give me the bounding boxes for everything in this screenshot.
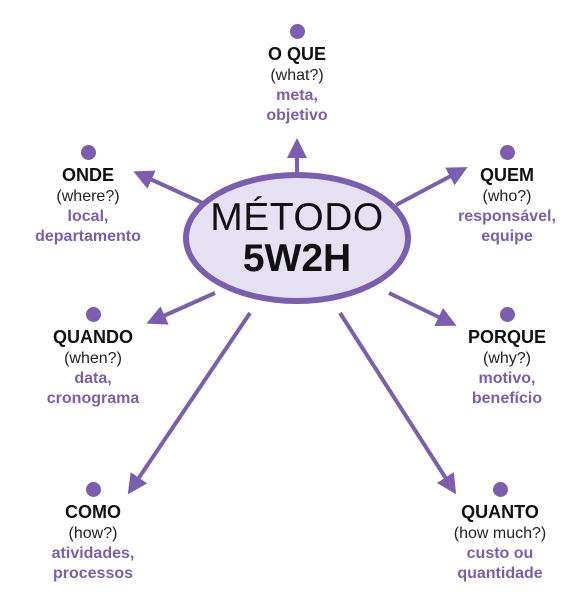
arrow-to-onde [133,170,208,207]
node-english-hint: (how much?) [453,525,547,542]
node-onde: ONDE (where?) local, departamento [13,145,163,247]
node-description-line2: objetivo [266,107,328,124]
bullet-dot-icon [289,24,305,39]
bullet-dot-icon [80,145,96,160]
bullet-dot-icon [499,145,515,160]
node-quando: QUANDO (when?) data, cronograma [18,307,168,409]
node-description-line1: data, [74,370,112,387]
node-description-line1: atividades, [51,545,135,562]
node-oque: O QUE (what?) meta, objetivo [222,24,372,126]
node-title: ONDE [61,165,114,185]
node-porque: PORQUE (why?) motivo, benefício [437,307,572,409]
bullet-dot-icon [499,307,515,322]
arrow-to-quanto [338,311,457,495]
node-description-line2: cronograma [46,390,140,407]
node-english-hint: (who?) [482,188,532,205]
node-english-hint: (what?) [270,67,324,84]
node-english-hint: (where?) [56,188,120,205]
arrow-to-quem [395,167,468,207]
node-description-line1: local, [67,208,109,225]
center-method-oval: MÉTODO 5W2H [183,172,411,304]
node-description-line2: departamento [35,228,141,245]
node-description-line2: equipe [481,228,533,245]
arrow-to-como [127,311,252,495]
node-english-hint: (when?) [64,350,122,367]
node-title: PORQUE [467,327,546,347]
node-title: QUANDO [53,327,133,347]
node-description-line1: motivo, [478,370,536,387]
node-english-hint: (why?) [482,350,531,367]
node-title: QUANTO [461,502,539,522]
node-quem: QUEM (who?) responsável, equipe [437,145,572,247]
node-title: COMO [65,502,121,522]
node-description-line1: meta, [276,87,318,104]
node-title: O QUE [267,44,326,64]
node-description-line1: responsável, [458,208,556,225]
node-description-line2: benefício [471,390,543,407]
center-title: MÉTODO [210,196,384,239]
arrow-to-quando [146,291,216,325]
center-subtitle: 5W2H [242,237,352,280]
bullet-dot-icon [492,482,508,497]
arrow-to-porque [388,291,457,327]
node-como: COMO (how?) atividades, processos [18,482,168,584]
bullet-dot-icon [85,482,101,497]
node-description-line1: custo ou [466,545,534,562]
node-description-line2: processos [52,565,134,582]
node-quanto: QUANTO (how much?) custo ou quantidade [425,482,572,584]
node-title: QUEM [480,165,534,185]
node-description-line2: quantidade [457,565,543,582]
node-english-hint: (how?) [68,525,118,542]
bullet-dot-icon [85,307,101,322]
